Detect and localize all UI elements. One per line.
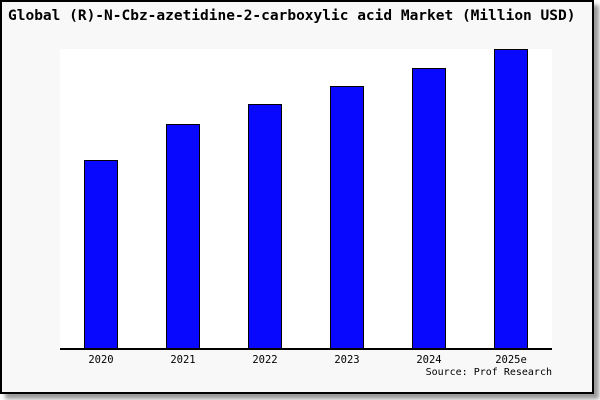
bar-slot [470, 49, 552, 348]
bar-slot [388, 68, 470, 348]
x-tick-label: 2021 [170, 354, 196, 366]
x-tick-label: 2023 [334, 354, 360, 366]
bar-slot [142, 124, 224, 348]
x-tick-label: 2025e [495, 354, 527, 366]
source-credit: Source: Prof Research [425, 367, 552, 378]
bar-2024 [412, 68, 446, 348]
bar-2020 [84, 160, 118, 348]
bar-2022 [248, 104, 282, 348]
plot-area [60, 49, 552, 350]
bar-2025e [494, 49, 528, 348]
bar-slot [224, 104, 306, 348]
bar-slot [60, 160, 142, 348]
bar-slot [306, 86, 388, 348]
x-tick-label: 2020 [88, 354, 114, 366]
bar-2023 [330, 86, 364, 348]
x-tick-label: 2024 [416, 354, 442, 366]
x-axis-labels: 2020 2021 2022 2023 2024 2025e [60, 353, 552, 367]
bars-row [60, 49, 552, 348]
x-tick-label: 2022 [252, 354, 278, 366]
chart-title: Global (R)-N-Cbz-azetidine-2-carboxylic … [8, 8, 576, 24]
bar-2021 [166, 124, 200, 348]
chart-frame: Global (R)-N-Cbz-azetidine-2-carboxylic … [0, 0, 594, 394]
